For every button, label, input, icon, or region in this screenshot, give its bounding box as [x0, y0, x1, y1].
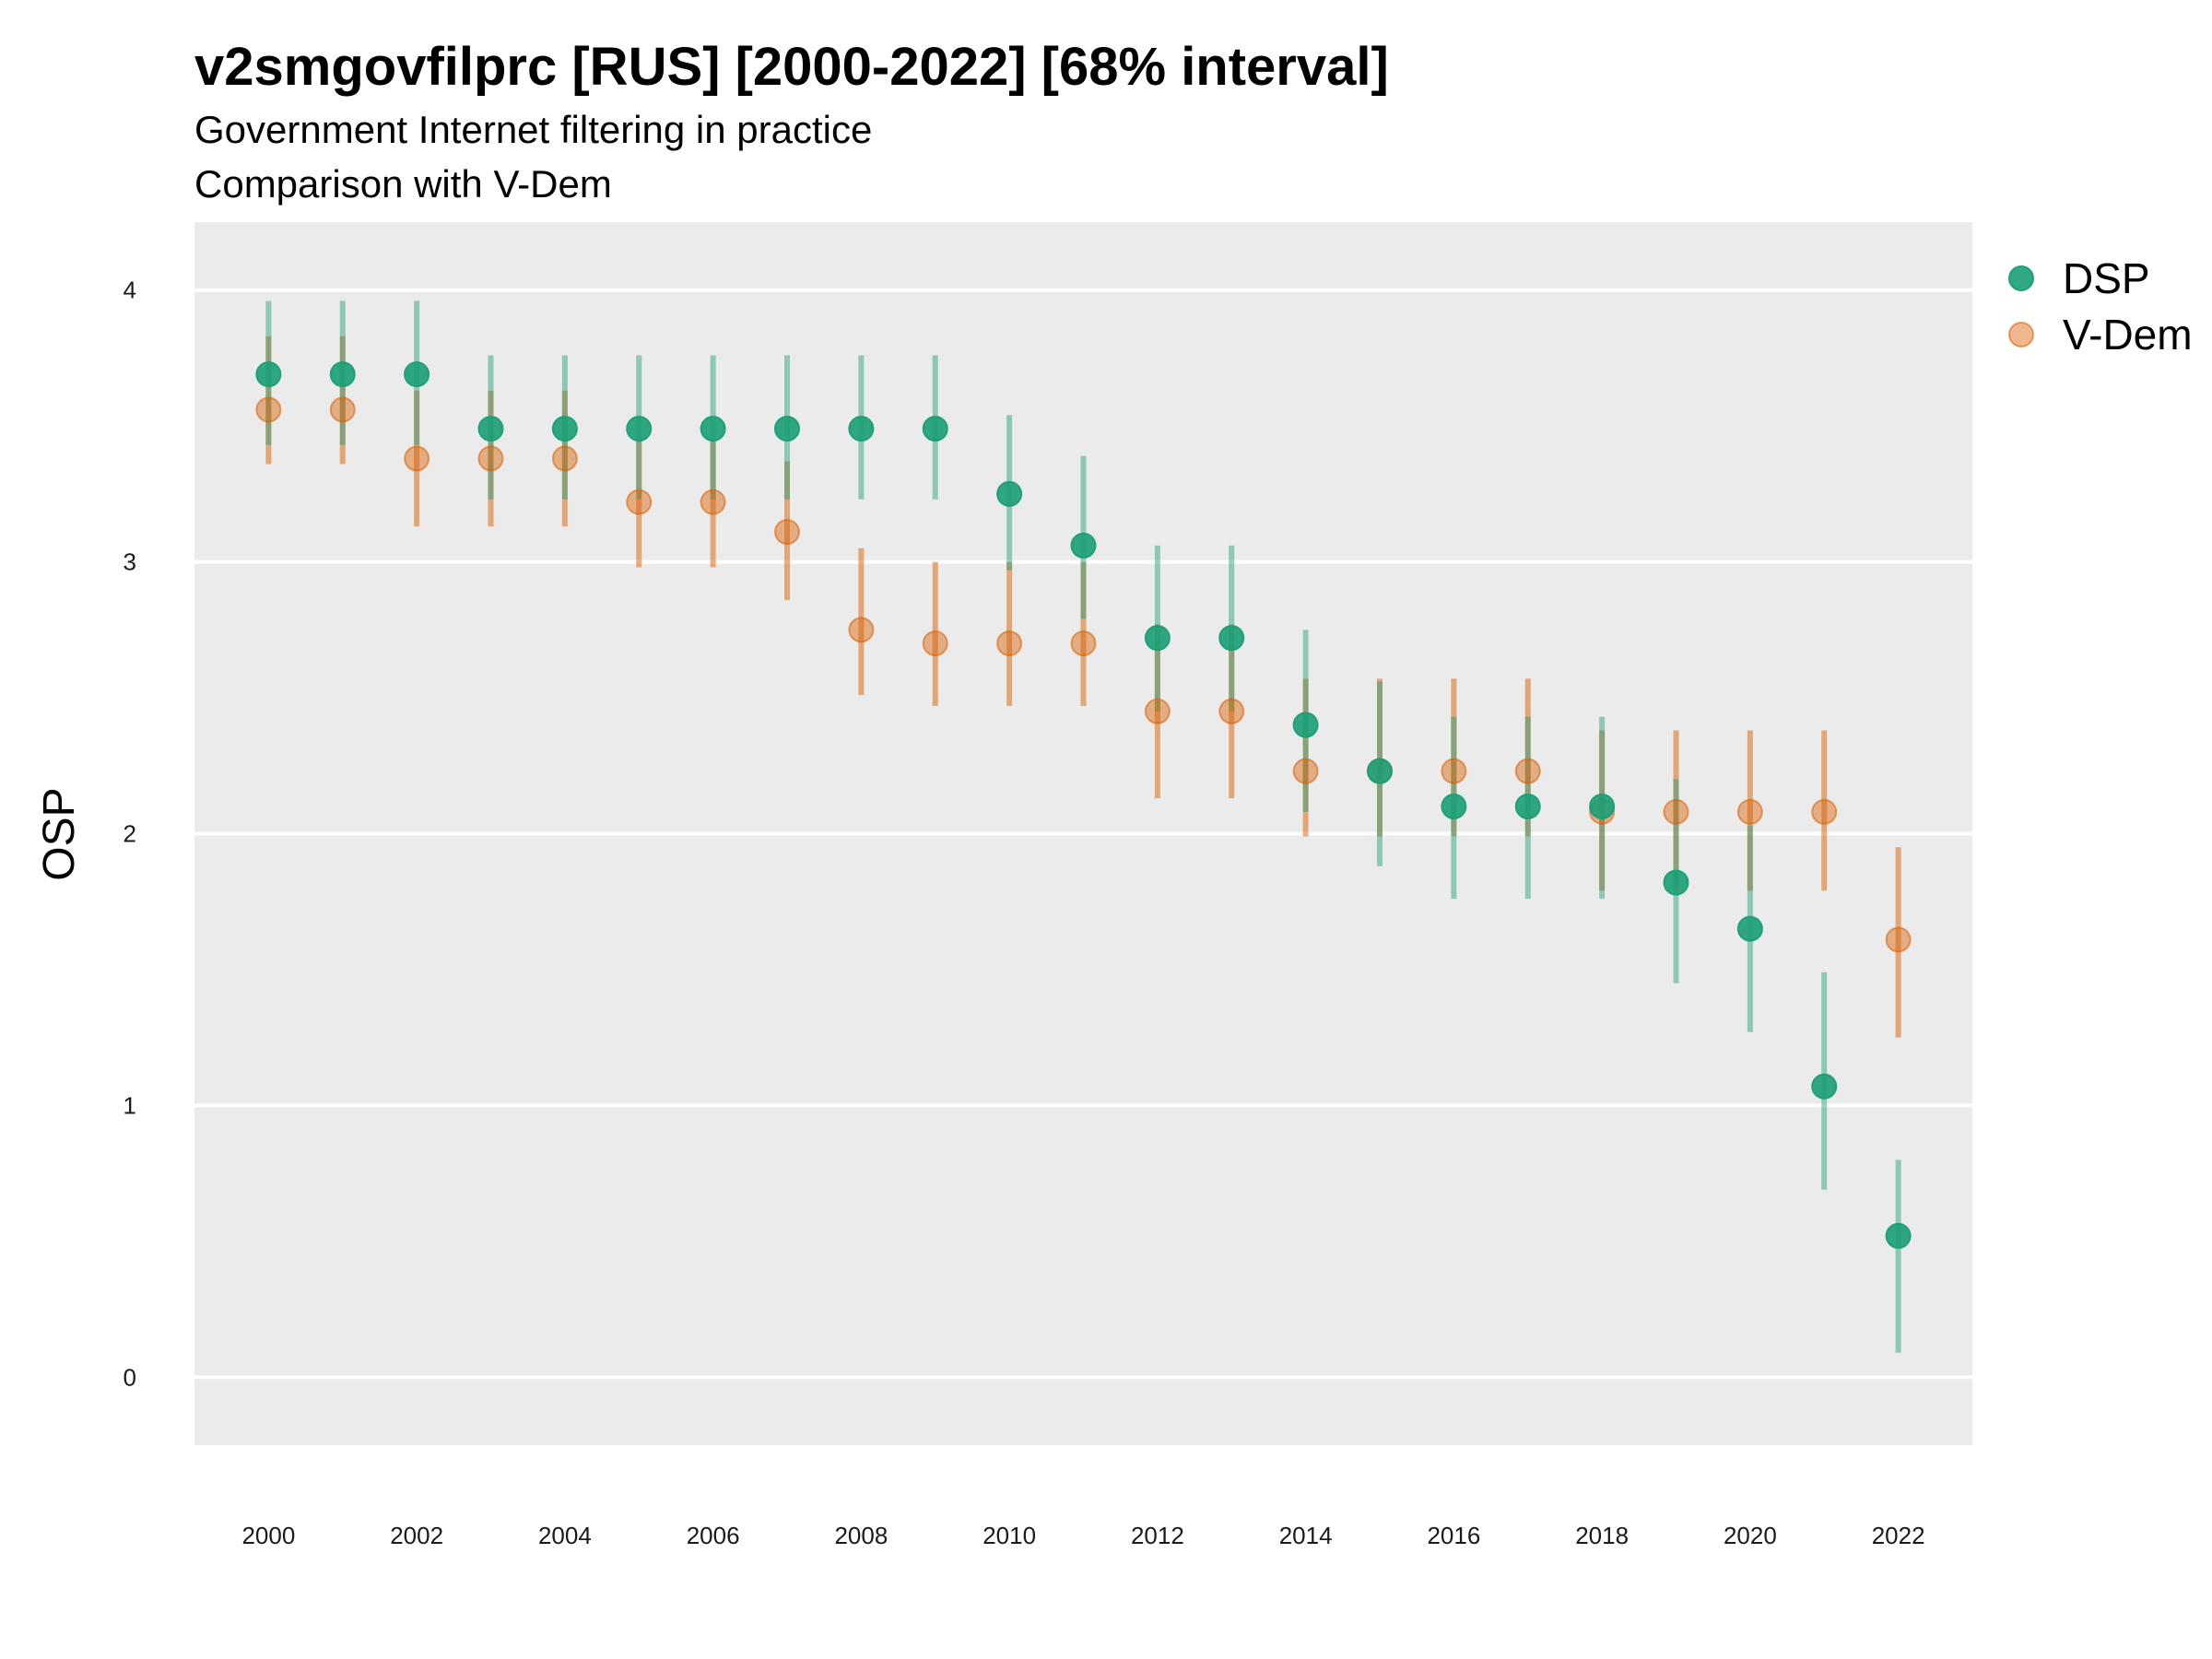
point-v-dem — [477, 445, 504, 472]
point-dsp — [1218, 625, 1245, 652]
point-v-dem — [626, 488, 653, 515]
y-axis-ticks: 0 1 2 3 4 — [124, 276, 136, 1392]
x-tick-label: 2010 — [982, 1522, 1036, 1549]
y-axis-label: OSP — [35, 787, 84, 880]
point-v-dem — [1441, 758, 1467, 784]
point-v-dem — [1885, 926, 1912, 953]
point-v-dem — [1736, 798, 1763, 825]
point-v-dem — [551, 445, 578, 472]
x-tick-label: 2012 — [1131, 1522, 1184, 1549]
point-dsp — [626, 416, 653, 442]
point-v-dem — [255, 396, 282, 423]
point-dsp — [1811, 1073, 1838, 1100]
chart-subtitle-line-1: Government Internet filtering in practic… — [194, 108, 872, 151]
point-v-dem — [1292, 758, 1319, 784]
point-dsp — [1514, 794, 1541, 820]
legend: DSP V-Dem — [2008, 254, 2193, 359]
point-dsp — [404, 361, 430, 388]
chart-title: v2smgovfilprc [RUS] [2000-2022] [68% int… — [194, 37, 1389, 97]
point-dsp — [1144, 625, 1171, 652]
point-dsp — [996, 480, 1023, 507]
legend-key-dsp — [2008, 265, 2034, 291]
point-dsp — [477, 416, 504, 442]
point-dsp — [700, 416, 726, 442]
point-v-dem — [1663, 798, 1689, 825]
point-dsp — [774, 416, 800, 442]
point-dsp — [1885, 1222, 1912, 1249]
point-dsp — [255, 361, 282, 388]
point-dsp — [848, 416, 875, 442]
y-tick-label: 2 — [124, 820, 136, 848]
point-dsp — [922, 416, 948, 442]
x-tick-label: 2020 — [1724, 1522, 1777, 1549]
point-v-dem — [1070, 630, 1097, 657]
x-tick-label: 2022 — [1872, 1522, 1925, 1549]
point-v-dem — [1514, 758, 1541, 784]
point-dsp — [1736, 915, 1763, 942]
point-dsp — [1589, 794, 1616, 820]
point-v-dem — [329, 396, 356, 423]
x-tick-label: 2000 — [241, 1522, 295, 1549]
point-v-dem — [1218, 698, 1245, 724]
chart-subtitle-line-2: Comparison with V-Dem — [194, 162, 612, 206]
y-tick-label: 4 — [124, 276, 136, 304]
x-tick-label: 2016 — [1427, 1522, 1480, 1549]
x-tick-label: 2014 — [1279, 1522, 1333, 1549]
point-v-dem — [700, 488, 726, 515]
y-tick-label: 3 — [124, 548, 136, 576]
point-v-dem — [404, 445, 430, 472]
point-dsp — [1367, 758, 1393, 784]
point-dsp — [1070, 532, 1097, 559]
x-tick-label: 2006 — [687, 1522, 740, 1549]
point-dsp — [1441, 794, 1467, 820]
point-v-dem — [1811, 798, 1838, 825]
point-v-dem — [1144, 698, 1171, 724]
point-dsp — [551, 416, 578, 442]
legend-label-dsp: DSP — [2063, 254, 2150, 302]
y-tick-label: 0 — [124, 1363, 136, 1391]
point-dsp — [329, 361, 356, 388]
point-dsp — [1292, 712, 1319, 738]
point-v-dem — [848, 617, 875, 643]
x-tick-label: 2002 — [390, 1522, 443, 1549]
point-dsp — [1663, 869, 1689, 896]
x-axis-ticks: 2000 2002 2004 2006 2008 2010 2012 2014 2016 2018… — [241, 1522, 1924, 1549]
point-v-dem — [996, 630, 1023, 657]
data-points — [255, 361, 1912, 1249]
x-tick-label: 2004 — [538, 1522, 592, 1549]
x-tick-label: 2018 — [1575, 1522, 1629, 1549]
legend-key-v-dem — [2008, 322, 2034, 347]
y-tick-label: 1 — [124, 1091, 136, 1119]
x-tick-label: 2008 — [834, 1522, 888, 1549]
point-v-dem — [774, 519, 800, 546]
point-v-dem — [922, 630, 948, 657]
legend-label-v-dem: V-Dem — [2063, 311, 2193, 359]
